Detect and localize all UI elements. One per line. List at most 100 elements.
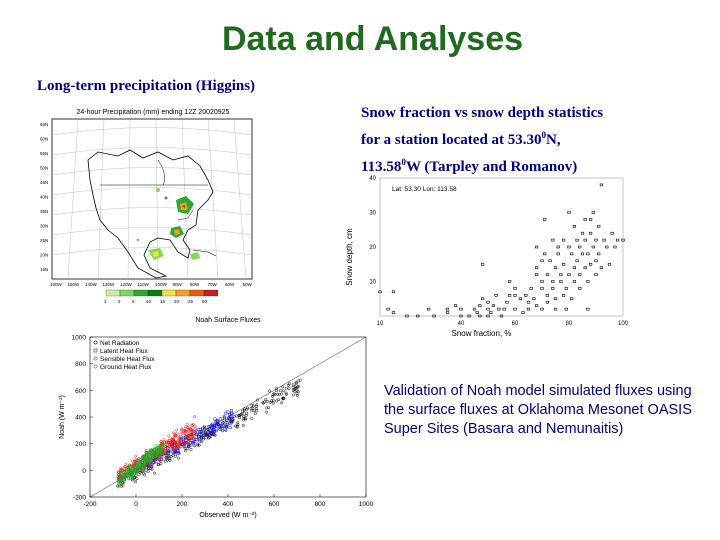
flux-point-3 bbox=[149, 458, 153, 462]
flux-point-0 bbox=[163, 459, 167, 463]
flux-point-2 bbox=[177, 443, 181, 447]
colorbar-label: 25 bbox=[188, 299, 194, 304]
flux-point-0 bbox=[294, 382, 298, 385]
map-lat-labels: 65N 60N 55N 50N 45N 40N 35N 30N 25N 20N 15N bbox=[40, 122, 48, 272]
flux-point-3 bbox=[128, 471, 132, 475]
flux-point-3 bbox=[150, 449, 154, 453]
flux-point-2 bbox=[166, 441, 170, 445]
flux-point-2 bbox=[171, 436, 175, 440]
flux-point-0 bbox=[264, 397, 268, 401]
colorbar-label: 5 bbox=[132, 299, 135, 304]
flux-point-0 bbox=[242, 414, 246, 418]
flux-point-2 bbox=[168, 438, 172, 442]
flux-y-tick: 200 bbox=[75, 441, 86, 448]
snow-chart-xlabel: Snow fraction, % bbox=[451, 329, 511, 338]
flux-point-1 bbox=[211, 429, 215, 433]
snow-point bbox=[454, 304, 458, 307]
flux-point-0 bbox=[187, 438, 191, 442]
flux-point-2 bbox=[191, 422, 195, 426]
snow-point bbox=[572, 266, 577, 269]
snow-point bbox=[583, 218, 587, 221]
flux-point-2 bbox=[124, 462, 128, 466]
snow-point bbox=[572, 280, 577, 283]
flux-point-0 bbox=[153, 471, 157, 475]
map-lat-label: 35N bbox=[40, 209, 48, 214]
flux-point-2 bbox=[182, 440, 185, 444]
map-lon-label: 100W bbox=[155, 282, 168, 287]
flux-point-0 bbox=[297, 384, 300, 388]
flux-point-2 bbox=[184, 440, 187, 444]
flux-point-1 bbox=[182, 437, 185, 441]
flux-point-2 bbox=[149, 466, 153, 469]
flux-point-0 bbox=[287, 387, 291, 391]
snow-point bbox=[445, 307, 450, 311]
snow-point bbox=[589, 231, 593, 235]
flux-point-0 bbox=[177, 456, 180, 460]
snow-point bbox=[589, 218, 593, 221]
colorbar-label: 1 bbox=[104, 299, 107, 304]
flux-point-2 bbox=[190, 423, 194, 427]
snow-point bbox=[586, 252, 590, 256]
flux-point-3 bbox=[126, 472, 130, 476]
legend-label: Net Radiation bbox=[100, 340, 140, 347]
flux-point-3 bbox=[151, 450, 155, 453]
precip-heading: Long-term precipitation (Higgins) bbox=[37, 78, 256, 94]
flux-point-0 bbox=[184, 449, 187, 453]
snow-depth-chart: 10 20 30 40 10 40 60 80 100 Lat: 53.30 Lon: 113.… bbox=[345, 176, 629, 338]
flux-point-0 bbox=[245, 407, 249, 411]
flux-point-2 bbox=[158, 458, 162, 462]
flux-point-2 bbox=[175, 443, 179, 446]
snow-point bbox=[535, 245, 539, 249]
snow-point bbox=[497, 307, 501, 311]
flux-point-3 bbox=[143, 461, 147, 465]
flux-point-0 bbox=[275, 399, 278, 403]
flux-point-3 bbox=[151, 457, 155, 461]
flux-point-1 bbox=[198, 439, 202, 443]
flux-point-1 bbox=[209, 431, 213, 435]
snow-point bbox=[543, 252, 547, 256]
flux-point-0 bbox=[265, 410, 268, 414]
noah-flux-chart: Noah Surface Fluxes -200 0 200 400 600 800 100… bbox=[59, 317, 374, 519]
snow-point bbox=[505, 300, 509, 304]
snow-point bbox=[540, 307, 544, 311]
flux-x-tick: 200 bbox=[177, 501, 188, 508]
flux-point-2 bbox=[143, 470, 147, 474]
flux-point-2 bbox=[159, 443, 163, 447]
snow-point bbox=[427, 307, 431, 311]
snow-point bbox=[580, 231, 585, 235]
flux-point-0 bbox=[281, 396, 285, 400]
flux-point-2 bbox=[166, 446, 170, 450]
colorbar-label: 50 bbox=[202, 299, 208, 304]
snow-point bbox=[597, 252, 601, 256]
snow-point bbox=[405, 314, 409, 318]
snow-point bbox=[597, 224, 601, 228]
snow-point bbox=[562, 262, 566, 266]
snow-point bbox=[545, 300, 550, 304]
flux-point-2 bbox=[193, 415, 197, 419]
snow-point bbox=[594, 273, 598, 276]
flux-x-tick: -200 bbox=[83, 501, 96, 508]
flux-point-2 bbox=[172, 432, 176, 436]
flux-y-tick: 800 bbox=[75, 361, 86, 368]
flux-point-2 bbox=[184, 429, 188, 433]
colorbar-swatch bbox=[105, 289, 121, 297]
snow-point bbox=[556, 252, 560, 256]
flux-point-0 bbox=[241, 411, 244, 415]
flux-point-3 bbox=[159, 448, 163, 451]
flux-point-2 bbox=[185, 422, 189, 426]
flux-point-1 bbox=[218, 424, 221, 428]
map-lat-label: 40N bbox=[40, 195, 48, 200]
snow-point bbox=[578, 287, 582, 290]
flux-point-3 bbox=[125, 466, 129, 470]
flux-point-1 bbox=[213, 417, 217, 421]
snow-point bbox=[599, 266, 604, 269]
snow-x-tick: 100 bbox=[618, 321, 629, 327]
snow-point bbox=[513, 307, 517, 311]
flux-point-1 bbox=[228, 422, 232, 426]
flux-point-3 bbox=[118, 470, 122, 474]
flux-point-3 bbox=[155, 449, 159, 453]
map-lat-label: 60N bbox=[40, 137, 48, 142]
flux-point-1 bbox=[213, 430, 217, 433]
flux-point-2 bbox=[187, 429, 191, 433]
flux-point-1 bbox=[167, 454, 171, 458]
